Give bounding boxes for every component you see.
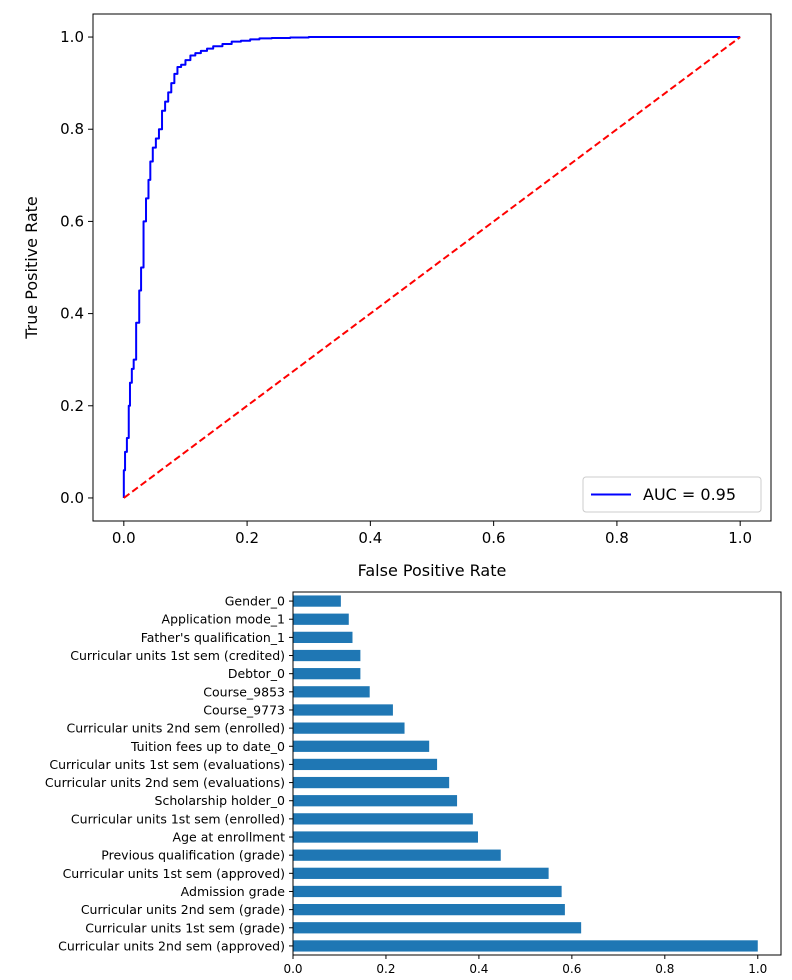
roc-curve-line [122,36,741,498]
importance-bar [293,776,450,789]
importance-bar [293,631,353,643]
importance-category-label: Curricular units 2nd sem (approved) [58,938,285,953]
importance-category-label: Tuition fees up to date_0 [130,739,285,754]
importance-bar [293,758,438,771]
roc-legend: AUC = 0.95 [582,476,762,513]
roc-y-tick-label: 0.8 [60,120,84,138]
importance-category-label: Scholarship holder_0 [155,793,286,808]
roc-x-tick-label: 0.4 [358,529,382,547]
roc-x-tick-label: 0.0 [112,529,136,547]
importance-bar [293,904,565,916]
importance-category-label: Curricular units 1st sem (approved) [63,866,285,881]
importance-category-label: Previous qualification (grade) [101,848,285,863]
roc-chart: 0.0 0.2 0.4 0.6 0.8 1.0 0.0 0.2 0.4 0.6 0.8 1.0 Fals… [22,13,772,580]
feature-importance-chart: Curricular units 2nd sem (approved) Curri… [45,591,782,976]
importance-category-label: Admission grade [181,884,286,899]
importance-category-label: Debtor_0 [228,666,285,681]
roc-plot-frame [92,13,772,522]
importance-x-tick-label: 0.6 [562,962,581,976]
importance-category-label: Application mode_1 [162,612,285,627]
importance-category-label: Age at enrollment [173,830,286,845]
roc-x-tick-label: 0.6 [482,529,506,547]
roc-y-tick-label: 1.0 [60,28,84,46]
importance-category-label: Father's qualification_1 [141,630,285,645]
importance-bar [293,704,393,716]
importance-x-tick-label: 0.4 [469,962,488,976]
roc-y-axis-label: True Positive Rate [22,196,41,340]
chance-diagonal-line [123,36,741,499]
importance-category-label: Curricular units 2nd sem (grade) [81,902,285,917]
importance-x-tick-label: 1.0 [748,962,767,976]
importance-bar [293,686,370,698]
roc-legend-box [582,476,762,513]
roc-legend-label: AUC = 0.95 [643,485,736,504]
importance-bar [293,867,549,879]
roc-y-tick-label: 0.4 [60,305,84,323]
roc-y-tick-label: 0.2 [60,397,84,415]
importance-x-tick-label: 0.8 [655,962,674,976]
roc-x-tick-label: 1.0 [728,529,752,547]
importance-bar [293,885,562,898]
importance-bar [293,668,361,680]
importance-category-label: Gender_0 [225,594,285,609]
importance-bar [293,813,473,825]
importance-bar [293,740,430,752]
importance-bar [293,649,361,662]
importance-bar [293,595,341,607]
importance-category-label: Curricular units 1st sem (grade) [85,920,285,935]
importance-bar [293,795,458,807]
importance-plot-frame [292,591,782,956]
importance-bar [293,922,582,934]
importance-x-tick-label: 0.2 [376,962,395,976]
roc-y-tick-label: 0.6 [60,212,84,230]
importance-category-label: Curricular units 2nd sem (enrolled) [66,721,285,736]
importance-bar [293,613,349,625]
importance-category-label: Curricular units 1st sem (enrolled) [71,811,285,826]
roc-x-axis-label: False Positive Rate [358,561,507,580]
importance-category-label: Curricular units 1st sem (credited) [70,648,285,663]
importance-category-label: Curricular units 1st sem (evaluations) [49,757,285,772]
importance-category-label: Curricular units 2nd sem (evaluations) [45,775,285,790]
importance-bar [293,831,478,843]
importance-bar [293,722,405,734]
importance-category-label: Course_9853 [203,684,285,699]
roc-x-tick-label: 0.2 [235,529,259,547]
importance-plot-area [293,592,781,955]
importance-bar [293,940,758,952]
roc-x-tick-label: 0.8 [605,529,629,547]
roc-y-tick-label: 0.0 [60,489,84,507]
importance-category-label: Course_9773 [203,702,285,717]
importance-bar [293,849,501,861]
importance-x-tick-label: 0.0 [283,962,302,976]
